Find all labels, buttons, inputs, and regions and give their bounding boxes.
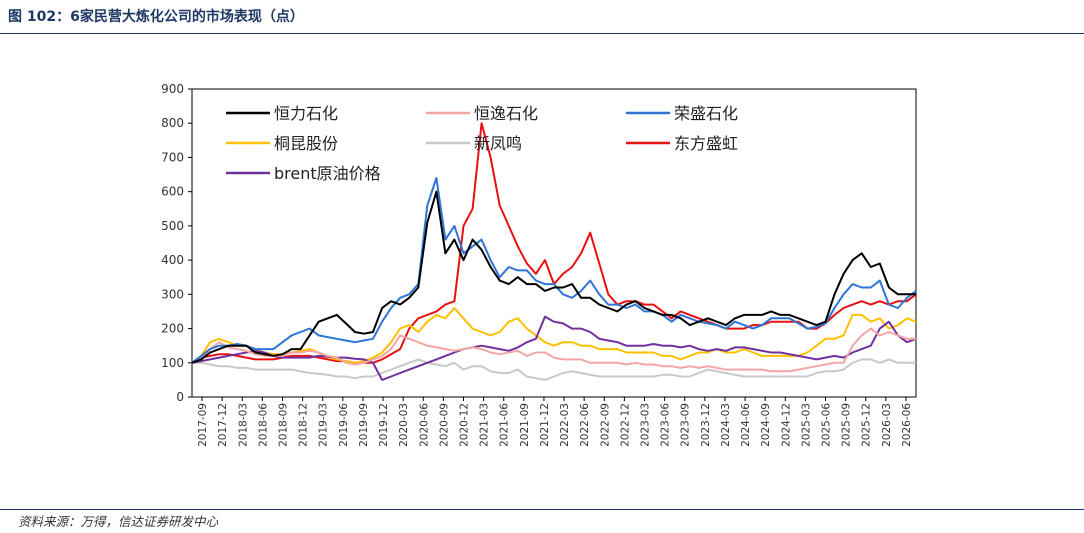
legend-label-5: 东方盛虹 [674, 134, 738, 153]
x-tick-label: 2018-03 [237, 403, 249, 447]
legend-label-4: 新凤鸣 [474, 134, 522, 153]
figure-source: 资料来源：万得，信达证券研发中心 [18, 514, 219, 529]
x-tick-label: 2024-06 [740, 403, 752, 447]
x-tick-label: 2026-06 [901, 403, 913, 447]
series-line-5 [191, 122, 917, 364]
legend-label-3: 桐昆股份 [274, 134, 338, 153]
x-tick-label: 2020-06 [418, 403, 430, 447]
series-line-0 [191, 190, 916, 364]
series-line-4 [192, 358, 916, 381]
x-tick-label: 2025-12 [861, 403, 873, 447]
x-tick-label: 2024-03 [720, 403, 732, 447]
y-tick-label: 300 [161, 287, 184, 301]
x-tick-label: 2021-09 [519, 403, 531, 447]
x-tick-label: 2019-09 [358, 403, 370, 447]
x-tick-label: 2025-03 [800, 403, 812, 447]
x-tick-label: 2026-03 [881, 403, 893, 447]
y-tick-label: 100 [161, 356, 184, 370]
bottom-rule [0, 509, 1084, 511]
y-tick-label: 200 [161, 322, 184, 336]
series-line-6 [191, 315, 917, 381]
x-tick-label: 2020-03 [398, 403, 410, 447]
y-tick-label: 900 [161, 82, 184, 96]
x-tick-label: 2019-12 [378, 403, 390, 447]
plot-area-frame [191, 88, 917, 398]
x-tick-label: 2021-03 [479, 403, 491, 447]
x-tick-label: 2022-06 [579, 403, 591, 447]
x-tick-label: 2025-09 [841, 403, 853, 447]
series-line-2 [191, 177, 917, 364]
top-rule [0, 33, 1084, 35]
figure-title: 图 102：6家民营大炼化公司的市场表现（点） [8, 9, 304, 25]
x-tick-label: 2017-09 [197, 403, 209, 447]
y-tick-label: 700 [161, 150, 184, 164]
legend-label-2: 荣盛石化 [674, 104, 738, 123]
x-tick-label: 2020-09 [438, 403, 450, 447]
x-tick-label: 2023-09 [680, 403, 692, 447]
x-tick-label: 2020-12 [459, 403, 471, 447]
y-tick-label: 600 [161, 185, 184, 199]
y-tick-label: 800 [161, 116, 184, 130]
x-tick-label: 2022-12 [619, 403, 631, 447]
x-tick-label: 2023-03 [640, 403, 652, 447]
series-lines [191, 122, 917, 381]
series-line-1 [191, 327, 916, 373]
y-tick-label: 0 [176, 390, 184, 404]
y-axis: 0 100 200 300 400 500 600 700 800 900 [161, 82, 192, 404]
x-tick-label: 2017-12 [217, 403, 229, 447]
x-tick-label: 2025-06 [821, 403, 833, 447]
y-tick-label: 400 [161, 253, 184, 267]
x-tick-label: 2018-12 [298, 403, 310, 447]
x-tick-label: 2024-12 [780, 403, 792, 447]
x-tick-label: 2018-09 [278, 403, 290, 447]
x-tick-label: 2024-09 [760, 403, 772, 447]
series-line-3 [191, 307, 917, 364]
x-tick-label: 2021-12 [539, 403, 551, 447]
x-tick-label: 2022-09 [599, 403, 611, 447]
x-tick-label: 2023-06 [660, 403, 672, 447]
legend-label-1: 恒逸石化 [474, 104, 538, 123]
x-axis: 2017-09 2017-12 2018-03 2018-06 2018-09 2018-… [197, 397, 913, 447]
x-tick-label: 2022-03 [559, 403, 571, 447]
legend-label-0: 恒力石化 [274, 104, 338, 123]
legend-label-6: brent原油价格 [274, 164, 381, 183]
x-tick-label: 2019-06 [338, 403, 350, 447]
y-tick-label: 500 [161, 219, 184, 233]
x-tick-label: 2021-06 [499, 403, 511, 447]
x-tick-label: 2019-03 [318, 403, 330, 447]
x-tick-label: 2023-12 [700, 403, 712, 447]
x-tick-label: 2018-06 [257, 403, 269, 447]
